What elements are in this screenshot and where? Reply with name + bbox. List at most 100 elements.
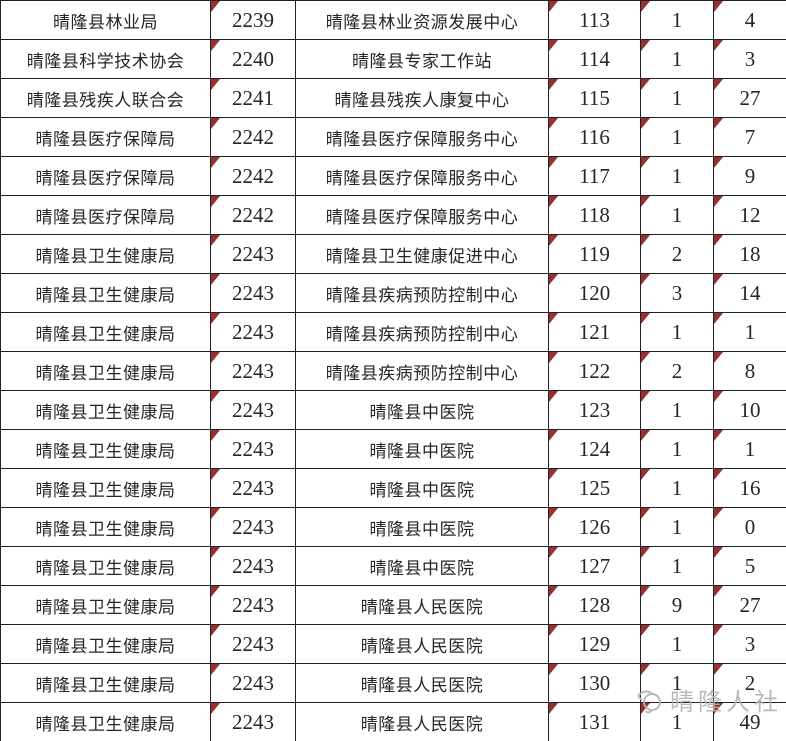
comment-marker-icon (641, 118, 650, 129)
table-cell-unit-name: 晴隆县中医院 (295, 546, 549, 586)
cell-text: 2242 (232, 124, 274, 149)
table-cell-unit-code: 2243 (210, 507, 296, 547)
table-row: 晴隆县卫生健康局 2243 晴隆县人民医院 130 1 2 (0, 663, 786, 703)
cell-text: 晴隆县卫生健康局 (35, 558, 176, 578)
table-row: 晴隆县卫生健康局 2243 晴隆县中医院 126 1 0 (0, 507, 786, 547)
cell-text: 8 (744, 358, 756, 383)
comment-marker-icon (714, 703, 723, 714)
comment-marker-icon (549, 625, 558, 636)
cell-text: 1 (671, 202, 683, 227)
table-cell-number-1: 1 (640, 702, 714, 741)
cell-text: 4 (744, 7, 756, 32)
table-cell-unit-name: 晴隆县人民医院 (295, 624, 549, 664)
cell-text: 晴隆县人民医院 (360, 714, 484, 734)
table-row: 晴隆县卫生健康局 2243 晴隆县疾病预防控制中心 122 2 8 (0, 351, 786, 391)
cell-text: 1 (671, 397, 683, 422)
comment-marker-icon (714, 274, 723, 285)
cell-text: 1 (671, 631, 683, 656)
table-cell-unit-name: 晴隆县残疾人康复中心 (295, 78, 549, 118)
table-cell-unit-name: 晴隆县疾病预防控制中心 (295, 273, 549, 313)
table-cell-department: 晴隆县医疗保障局 (0, 156, 211, 196)
table-cell-number-2: 7 (713, 117, 786, 157)
cell-text: 1 (671, 124, 683, 149)
cell-text: 127 (578, 553, 611, 578)
comment-marker-icon (549, 313, 558, 324)
table-cell-department: 晴隆县残疾人联合会 (0, 78, 211, 118)
cell-text: 1 (671, 475, 683, 500)
cell-text: 晴隆县卫生健康局 (35, 285, 176, 305)
cell-text: 晴隆县中医院 (369, 558, 475, 578)
comment-marker-icon (211, 547, 220, 558)
cell-text: 1 (671, 553, 683, 578)
cell-text: 2 (671, 241, 683, 266)
cell-text: 晴隆县卫生健康局 (35, 636, 176, 656)
cell-text: 124 (578, 436, 611, 461)
table-cell-unit-code: 2243 (210, 312, 296, 352)
comment-marker-icon (714, 1, 723, 12)
cell-text: 晴隆县医疗保障服务中心 (325, 207, 519, 227)
cell-text: 2243 (232, 670, 274, 695)
comment-marker-icon (714, 235, 723, 246)
table-cell-number-1: 1 (640, 546, 714, 586)
cell-text: 晴隆县中医院 (369, 402, 475, 422)
table-cell-department: 晴隆县科学技术协会 (0, 39, 211, 79)
table-cell-unit-name: 晴隆县中医院 (295, 429, 549, 469)
cell-text: 晴隆县医疗保障服务中心 (325, 168, 519, 188)
table-cell-department: 晴隆县卫生健康局 (0, 585, 211, 625)
table-cell-department: 晴隆县卫生健康局 (0, 507, 211, 547)
cell-text: 1 (671, 436, 683, 461)
comment-marker-icon (714, 469, 723, 480)
comment-marker-icon (549, 430, 558, 441)
cell-text: 晴隆县医疗保障局 (35, 129, 176, 149)
table-cell-unit-code: 2241 (210, 78, 296, 118)
table-cell-number-1: 1 (640, 78, 714, 118)
table-cell-position-number: 128 (548, 585, 641, 625)
comment-marker-icon (211, 157, 220, 168)
comment-marker-icon (211, 430, 220, 441)
comment-marker-icon (641, 469, 650, 480)
comment-marker-icon (549, 118, 558, 129)
cell-text: 130 (578, 670, 611, 695)
cell-text: 晴隆县卫生健康局 (35, 714, 176, 734)
table-cell-number-1: 1 (640, 0, 714, 40)
cell-text: 晴隆县残疾人康复中心 (334, 90, 510, 110)
table-cell-position-number: 126 (548, 507, 641, 547)
table-cell-position-number: 117 (548, 156, 641, 196)
comment-marker-icon (549, 352, 558, 363)
cell-text: 晴隆县残疾人联合会 (26, 90, 185, 110)
table-cell-number-1: 1 (640, 156, 714, 196)
comment-marker-icon (211, 274, 220, 285)
comment-marker-icon (211, 235, 220, 246)
table-cell-position-number: 114 (548, 39, 641, 79)
comment-marker-icon (549, 40, 558, 51)
table-cell-position-number: 124 (548, 429, 641, 469)
table-cell-department: 晴隆县卫生健康局 (0, 429, 211, 469)
cell-text: 2243 (232, 358, 274, 383)
comment-marker-icon (549, 703, 558, 714)
table-cell-unit-name: 晴隆县林业资源发展中心 (295, 0, 549, 40)
cell-text: 晴隆县卫生健康局 (35, 441, 176, 461)
table-cell-number-2: 9 (713, 156, 786, 196)
comment-marker-icon (641, 625, 650, 636)
cell-text: 14 (739, 280, 761, 305)
comment-marker-icon (641, 313, 650, 324)
table-row: 晴隆县卫生健康局 2243 晴隆县人民医院 131 1 49 (0, 702, 786, 741)
cell-text: 晴隆县医疗保障服务中心 (325, 129, 519, 149)
cell-text: 2243 (232, 514, 274, 539)
table-cell-number-2: 3 (713, 39, 786, 79)
cell-text: 119 (579, 241, 610, 266)
comment-marker-icon (641, 430, 650, 441)
cell-text: 2243 (232, 436, 274, 461)
table-cell-number-1: 2 (640, 234, 714, 274)
table-cell-number-1: 1 (640, 195, 714, 235)
cell-text: 122 (578, 358, 611, 383)
comment-marker-icon (549, 664, 558, 675)
table-cell-department: 晴隆县卫生健康局 (0, 273, 211, 313)
table-cell-unit-name: 晴隆县医疗保障服务中心 (295, 195, 549, 235)
table-cell-number-2: 14 (713, 273, 786, 313)
table-cell-number-2: 8 (713, 351, 786, 391)
table-row: 晴隆县卫生健康局 2243 晴隆县中医院 124 1 1 (0, 429, 786, 469)
cell-text: 晴隆县卫生健康局 (35, 480, 176, 500)
cell-text: 116 (579, 124, 610, 149)
cell-text: 113 (579, 7, 610, 32)
